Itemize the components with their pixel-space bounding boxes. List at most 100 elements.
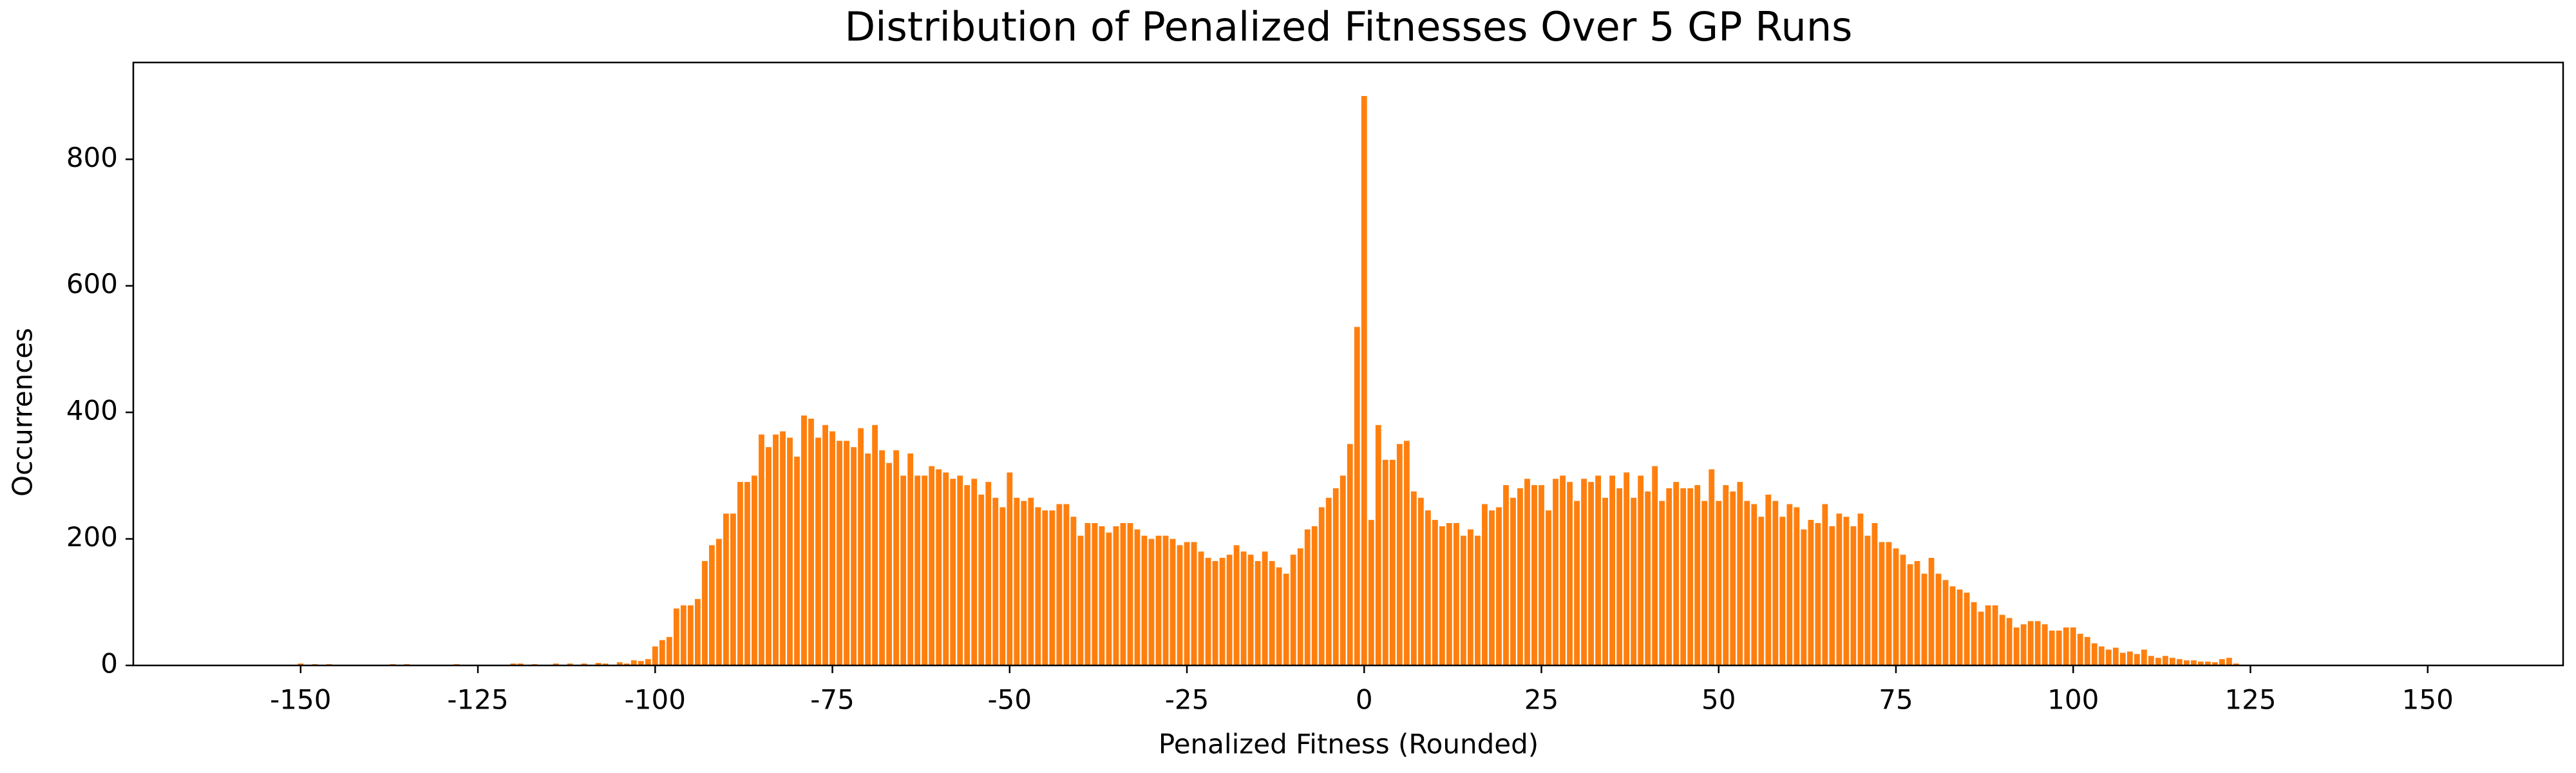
bar [567, 663, 573, 665]
bar [1325, 497, 1332, 665]
bar [1496, 507, 1502, 665]
bar [638, 661, 644, 665]
bar [1262, 551, 1268, 665]
bar [602, 663, 609, 665]
bar [1056, 504, 1063, 665]
bar [1148, 539, 1155, 665]
chart-title: Distribution of Penalized Fitnesses Over… [845, 3, 1853, 50]
bar [773, 434, 779, 665]
x-tick-label: -75 [810, 684, 855, 716]
bar [1276, 567, 1282, 665]
bar [1162, 535, 1169, 665]
bar [1191, 542, 1197, 665]
bar [2105, 649, 2112, 665]
bar [1141, 535, 1148, 665]
bar [2155, 658, 2161, 665]
bar [2070, 627, 2076, 665]
bar [2226, 658, 2232, 665]
bar [1332, 488, 1339, 665]
bar [744, 482, 750, 665]
bar [1694, 485, 1701, 665]
bar [1829, 526, 1835, 665]
bar [1134, 529, 1141, 665]
bar [2049, 630, 2055, 665]
bar [1765, 494, 1772, 665]
bar [1900, 555, 1906, 665]
bar [1461, 535, 1466, 665]
bar [1247, 555, 1254, 665]
bar [1368, 520, 1374, 665]
bar [1978, 611, 1984, 665]
bar [1417, 497, 1424, 665]
x-tick-label: 150 [2402, 684, 2454, 716]
bar [1219, 558, 1226, 665]
bar [2190, 660, 2197, 665]
bar [1510, 497, 1516, 665]
bar [914, 475, 921, 665]
bar [992, 497, 999, 665]
bar [659, 640, 665, 665]
x-tick-label: -100 [625, 684, 686, 716]
bar [2034, 621, 2041, 665]
bar [298, 663, 304, 665]
bar [2077, 633, 2083, 665]
bar [1403, 441, 1410, 665]
y-axis-label: Occurrences [7, 328, 39, 497]
bar [1517, 488, 1523, 665]
bar [1375, 425, 1381, 665]
bar [1475, 535, 1481, 665]
bar [2013, 627, 2020, 665]
bar [1410, 491, 1417, 665]
bar [1921, 573, 1927, 665]
bar [701, 560, 708, 665]
bar [2169, 658, 2175, 665]
bar [1432, 520, 1438, 665]
bar [1602, 497, 1609, 665]
bar [1304, 529, 1311, 665]
bar [2112, 647, 2119, 665]
bar [652, 646, 658, 665]
bar [2212, 662, 2218, 665]
bar [1935, 573, 1942, 665]
bar [1956, 589, 1963, 665]
bar [971, 479, 978, 665]
bar [1808, 520, 1814, 665]
bar [694, 598, 701, 665]
bar [1624, 472, 1630, 665]
bar [822, 425, 828, 665]
bar [1815, 523, 1821, 665]
bar [510, 663, 516, 665]
bar [1907, 564, 1913, 665]
bar [616, 662, 623, 665]
bar [1723, 485, 1729, 665]
bar [1269, 560, 1275, 665]
bar [1382, 459, 1388, 665]
bar [1361, 96, 1367, 665]
bar [1106, 532, 1112, 665]
bar [815, 437, 821, 665]
bar [2056, 630, 2062, 665]
bar [1737, 482, 1743, 665]
bar [1468, 529, 1473, 665]
bar [886, 463, 893, 665]
bar [715, 539, 722, 665]
bar [1354, 327, 1360, 665]
bar [1205, 558, 1211, 665]
bar [1801, 529, 1807, 665]
y-tick-label: 800 [66, 142, 118, 173]
bar [1546, 510, 1551, 665]
bar [1716, 501, 1722, 665]
bar [1666, 488, 1672, 665]
bar [2205, 662, 2211, 665]
bar [1794, 507, 1800, 665]
bar [2126, 651, 2133, 665]
bar [1631, 497, 1637, 665]
y-tick-label: 400 [66, 395, 118, 426]
bar [752, 475, 757, 665]
bar [1687, 488, 1694, 665]
bar [1871, 523, 1878, 665]
bar [2006, 618, 2012, 665]
bar [1446, 523, 1452, 665]
x-tick-label: -150 [270, 684, 331, 716]
